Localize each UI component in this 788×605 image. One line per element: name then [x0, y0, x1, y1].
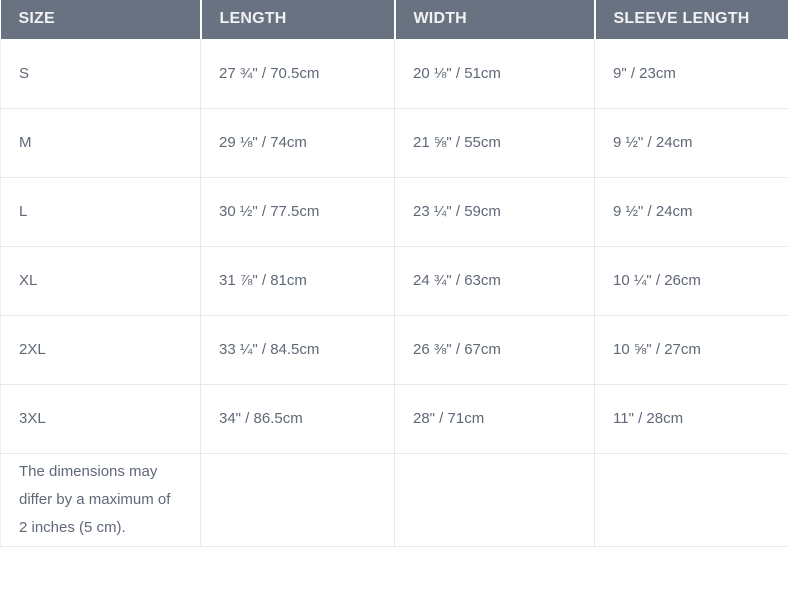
cell-width-empty	[394, 453, 595, 547]
table-row: S 27 ¾" / 70.5cm 20 ⅛" / 51cm 9" / 23cm	[0, 39, 788, 109]
column-header-size: SIZE	[0, 0, 202, 39]
size-chart-table: SIZE LENGTH WIDTH SLEEVE LENGTH S 27 ¾" …	[0, 0, 788, 547]
cell-size: XL	[0, 246, 201, 316]
cell-width: 23 ¼" / 59cm	[394, 177, 595, 247]
cell-length: 27 ¾" / 70.5cm	[200, 39, 395, 109]
cell-sleeve: 10 ⅝" / 27cm	[594, 315, 788, 385]
cell-size: 2XL	[0, 315, 201, 385]
column-header-length: LENGTH	[200, 0, 396, 39]
cell-sleeve: 11" / 28cm	[594, 384, 788, 454]
cell-sleeve: 9" / 23cm	[594, 39, 788, 109]
table-row: 3XL 34" / 86.5cm 28" / 71cm 11" / 28cm	[0, 384, 788, 454]
cell-width: 24 ¾" / 63cm	[394, 246, 595, 316]
table-row: XL 31 ⅞" / 81cm 24 ¾" / 63cm 10 ¼" / 26c…	[0, 246, 788, 316]
table-row: M 29 ⅛" / 74cm 21 ⅝" / 55cm 9 ½" / 24cm	[0, 108, 788, 178]
cell-size: L	[0, 177, 201, 247]
cell-length: 33 ¼" / 84.5cm	[200, 315, 395, 385]
cell-length: 29 ⅛" / 74cm	[200, 108, 395, 178]
cell-length: 34" / 86.5cm	[200, 384, 395, 454]
cell-sleeve: 10 ¼" / 26cm	[594, 246, 788, 316]
cell-width: 26 ⅜" / 67cm	[394, 315, 595, 385]
column-header-width: WIDTH	[394, 0, 596, 39]
cell-width: 28" / 71cm	[394, 384, 595, 454]
table-body: S 27 ¾" / 70.5cm 20 ⅛" / 51cm 9" / 23cm …	[0, 39, 788, 547]
cell-size: 3XL	[0, 384, 201, 454]
cell-size: S	[0, 39, 201, 109]
table-row: L 30 ½" / 77.5cm 23 ¼" / 59cm 9 ½" / 24c…	[0, 177, 788, 247]
cell-length: 31 ⅞" / 81cm	[200, 246, 395, 316]
table-row-note: The dimensions may differ by a maximum o…	[0, 453, 788, 547]
cell-sleeve-empty	[594, 453, 788, 547]
table-row: 2XL 33 ¼" / 84.5cm 26 ⅜" / 67cm 10 ⅝" / …	[0, 315, 788, 385]
cell-sleeve: 9 ½" / 24cm	[594, 108, 788, 178]
header-row: SIZE LENGTH WIDTH SLEEVE LENGTH	[0, 0, 788, 39]
cell-size: M	[0, 108, 201, 178]
cell-length: 30 ½" / 77.5cm	[200, 177, 395, 247]
dimensions-disclaimer: The dimensions may differ by a maximum o…	[0, 453, 201, 547]
cell-sleeve: 9 ½" / 24cm	[594, 177, 788, 247]
cell-width: 21 ⅝" / 55cm	[394, 108, 595, 178]
table-header: SIZE LENGTH WIDTH SLEEVE LENGTH	[0, 0, 788, 39]
cell-length-empty	[200, 453, 395, 547]
column-header-sleeve: SLEEVE LENGTH	[594, 0, 788, 39]
cell-width: 20 ⅛" / 51cm	[394, 39, 595, 109]
